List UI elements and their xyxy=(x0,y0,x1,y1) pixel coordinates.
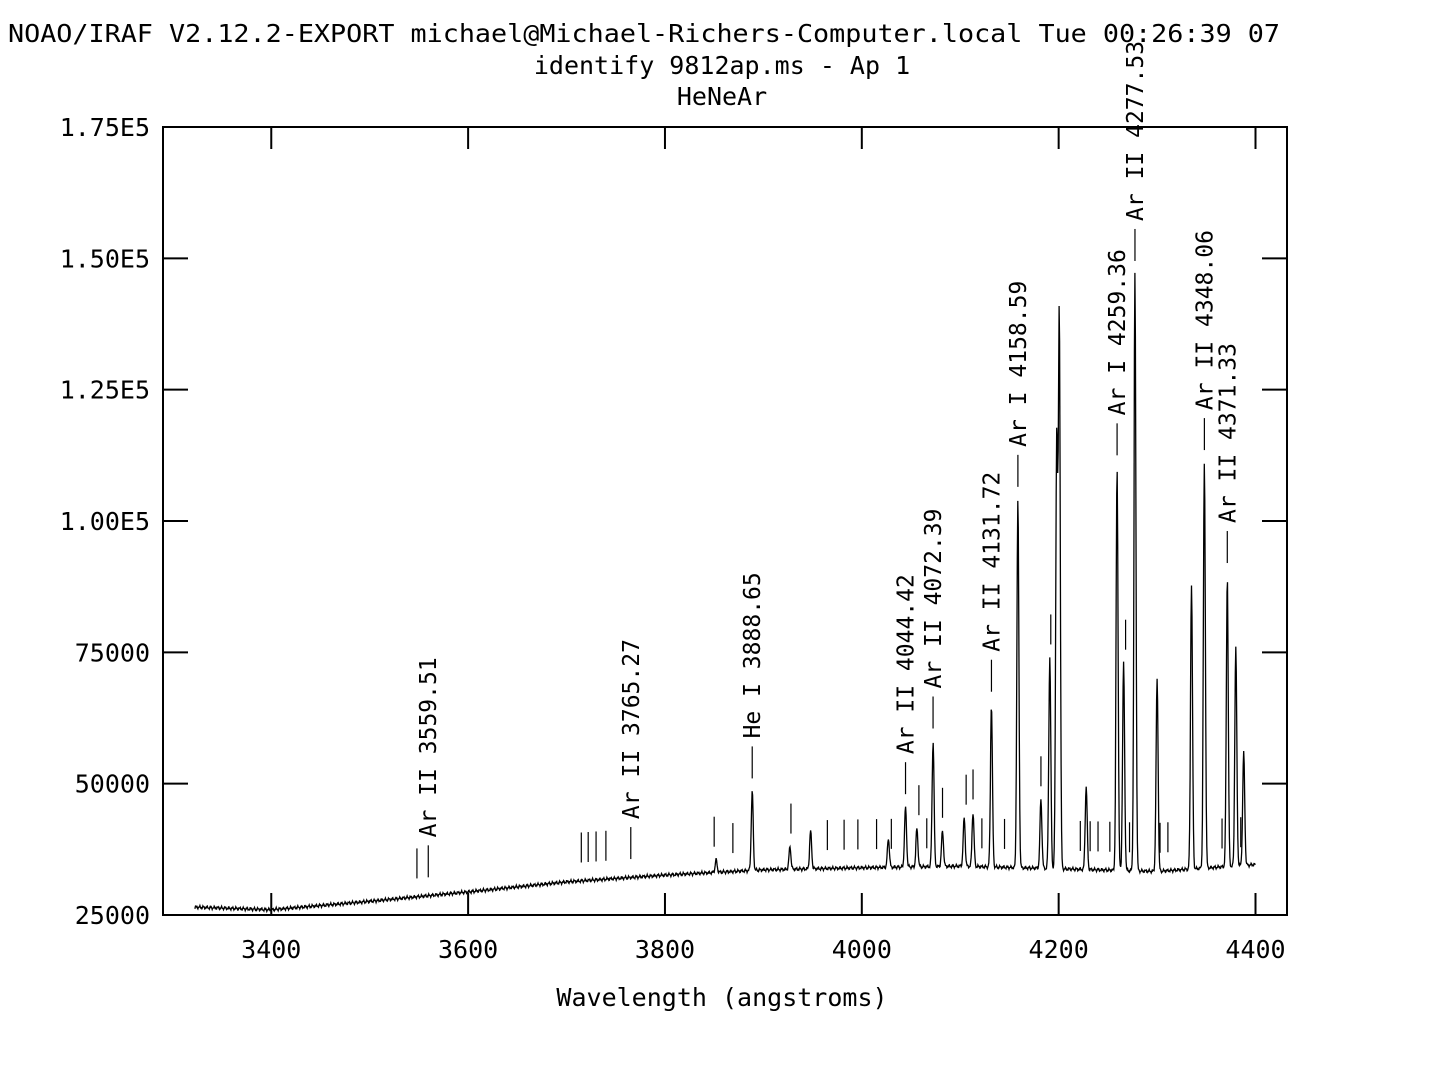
y-tick-label: 1.75E5 xyxy=(60,113,150,142)
x-tick-label: 3400 xyxy=(241,935,301,964)
identified-line-label: Ar I 4259.36 xyxy=(1105,249,1131,415)
x-tick-label: 4400 xyxy=(1225,935,1285,964)
identified-line-label: Ar II 4072.39 xyxy=(921,508,947,688)
spectrum-line xyxy=(194,272,1256,914)
chart-subtitle: HeNeAr xyxy=(677,82,767,111)
identified-line-label: Ar II 3559.51 xyxy=(416,657,442,837)
identified-line-label: Ar I 4158.59 xyxy=(1006,281,1032,447)
y-tick-label: 1.25E5 xyxy=(60,376,150,405)
header-info: NOAO/IRAF V2.12.2-EXPORT michael@Michael… xyxy=(8,19,1280,48)
line-id-marks xyxy=(416,614,1242,879)
y-tick-label: 1.00E5 xyxy=(60,507,150,536)
chart-title: identify 9812ap.ms - Ap 1 xyxy=(534,51,910,80)
identified-line-label: He I 3888.65 xyxy=(740,572,766,738)
x-tick-label: 4200 xyxy=(1029,935,1089,964)
y-tick-label: 75000 xyxy=(75,638,150,667)
x-tick-label: 3800 xyxy=(635,935,695,964)
y-tick-label: 25000 xyxy=(75,901,150,930)
identified-line-label: Ar II 4044.42 xyxy=(894,574,920,754)
x-tick-label: 3600 xyxy=(438,935,498,964)
identified-line-label: Ar II 3765.27 xyxy=(619,639,645,819)
line-id-labels: Ar II 3559.51 Ar II 3765.27 He I 3888.65 Ar… xyxy=(416,41,1241,878)
y-tick-label: 1.50E5 xyxy=(60,244,150,273)
identified-line-label: Ar II 4131.72 xyxy=(979,472,1005,652)
x-axis-label: Wavelength (angstroms) xyxy=(556,983,887,1012)
identified-line-label: Ar II 4371.33 xyxy=(1215,343,1241,523)
identified-line-label: Ar II 4348.06 xyxy=(1192,230,1218,410)
identified-line-label: Ar II 4277.53 xyxy=(1123,41,1149,221)
y-tick-label: 50000 xyxy=(75,770,150,799)
axes: 3400 3600 3800 4000 4200 4400 25000 50000 75000 1… xyxy=(60,113,1287,964)
x-tick-label: 4000 xyxy=(832,935,892,964)
